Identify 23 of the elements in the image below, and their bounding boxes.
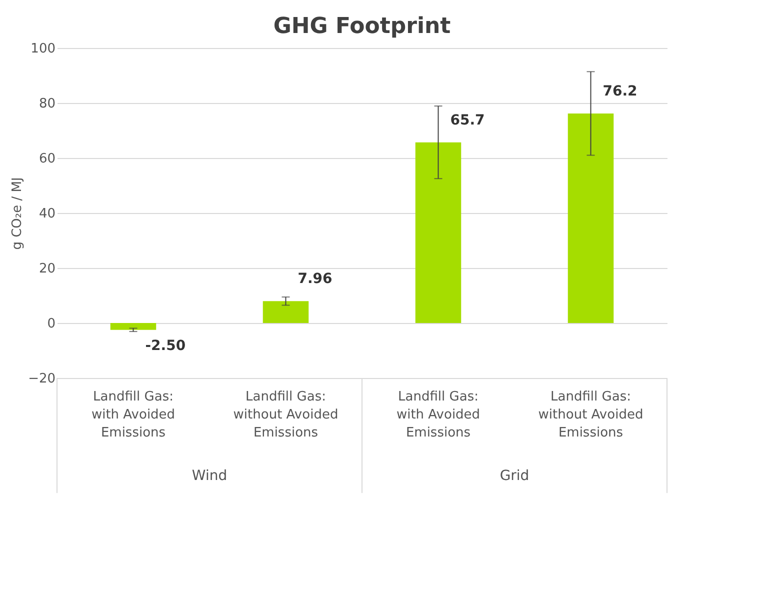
y-tick-label: 100 <box>30 42 56 56</box>
x-tick-label: Landfill Gas: with Avoided Emissions <box>91 390 176 440</box>
y-tick-label: 0 <box>47 316 56 332</box>
data-label: 7.96 <box>298 271 332 288</box>
bar <box>262 301 309 323</box>
y-tick-label: 20 <box>38 262 56 276</box>
bar <box>415 142 462 323</box>
text: Wind <box>192 468 228 484</box>
y-tick-label: −20 <box>28 372 56 386</box>
y-tick-label: 60 <box>38 152 56 166</box>
y-axis-title: g CO₂e / MJ <box>10 177 26 250</box>
bar <box>110 323 156 330</box>
x-tick-label: Landfill Gas: with Avoided Emissions <box>396 390 480 440</box>
bar <box>568 113 614 323</box>
y-tick-label: 80 <box>38 96 56 112</box>
y-tick-label: 40 <box>38 206 56 222</box>
data-label: 76.2 <box>602 83 638 100</box>
data-label: 65.7 <box>450 112 485 128</box>
data-label: -2.50 <box>145 338 186 354</box>
x-tick-label: Landfill Gas: without Avoided Emissions <box>538 390 644 440</box>
x-tick-label: Landfill Gas: without Avoided Emissions <box>233 390 338 440</box>
chart-title: GHG Footprint <box>273 14 452 39</box>
text: Grid <box>500 468 530 484</box>
